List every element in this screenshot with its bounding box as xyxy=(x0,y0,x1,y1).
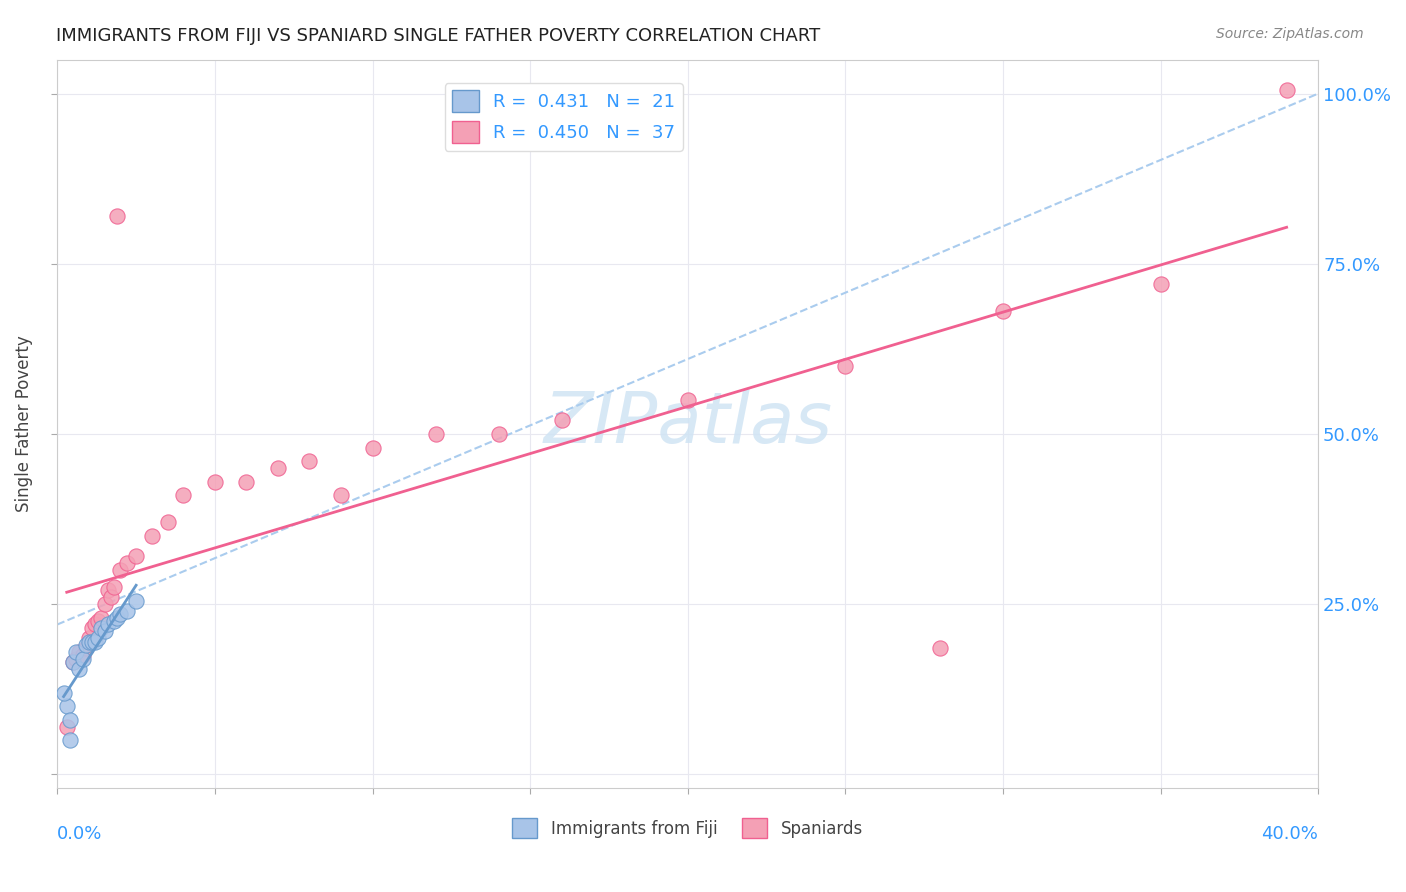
Point xyxy=(235,475,257,489)
Text: 40.0%: 40.0% xyxy=(1261,825,1319,843)
Point xyxy=(110,563,132,577)
Point xyxy=(90,610,112,624)
Point xyxy=(204,475,226,489)
Point xyxy=(141,529,163,543)
Point xyxy=(84,634,107,648)
Point xyxy=(267,461,290,475)
Point xyxy=(55,720,77,734)
Text: ZIPatlas: ZIPatlas xyxy=(543,389,832,458)
Point xyxy=(361,441,384,455)
Point xyxy=(156,516,179,530)
Text: Source: ZipAtlas.com: Source: ZipAtlas.com xyxy=(1216,27,1364,41)
Point xyxy=(75,641,97,656)
Point xyxy=(425,426,447,441)
Point xyxy=(100,591,122,605)
Point xyxy=(110,607,132,622)
Point xyxy=(67,662,90,676)
Point xyxy=(55,699,77,714)
Point xyxy=(67,645,90,659)
Text: 0.0%: 0.0% xyxy=(58,825,103,843)
Point xyxy=(59,733,82,747)
Point xyxy=(1149,277,1171,292)
Point xyxy=(298,454,321,468)
Point xyxy=(115,556,138,570)
Point xyxy=(676,392,699,407)
Point xyxy=(103,580,125,594)
Y-axis label: Single Father Poverty: Single Father Poverty xyxy=(15,335,32,512)
Point xyxy=(172,488,194,502)
Point xyxy=(105,209,128,223)
Point xyxy=(77,631,100,645)
Point xyxy=(550,413,572,427)
Point xyxy=(52,685,75,699)
Point xyxy=(62,655,84,669)
Point xyxy=(62,655,84,669)
Point xyxy=(65,651,87,665)
Point xyxy=(87,631,110,645)
Point xyxy=(77,634,100,648)
Point xyxy=(72,651,94,665)
Point xyxy=(97,583,120,598)
Point xyxy=(59,713,82,727)
Text: IMMIGRANTS FROM FIJI VS SPANIARD SINGLE FATHER POVERTY CORRELATION CHART: IMMIGRANTS FROM FIJI VS SPANIARD SINGLE … xyxy=(56,27,821,45)
Point xyxy=(928,641,950,656)
Point xyxy=(834,359,856,373)
Point xyxy=(97,617,120,632)
Point xyxy=(125,549,148,564)
Point xyxy=(1275,83,1298,97)
Point xyxy=(105,610,128,624)
Point xyxy=(93,597,115,611)
Point xyxy=(991,304,1014,318)
Point xyxy=(90,621,112,635)
Point xyxy=(330,488,353,502)
Point xyxy=(87,614,110,628)
Legend: Immigrants from Fiji, Spaniards: Immigrants from Fiji, Spaniards xyxy=(506,812,870,845)
Point xyxy=(80,634,103,648)
Point xyxy=(80,621,103,635)
Point xyxy=(488,426,510,441)
Point xyxy=(72,648,94,662)
Point xyxy=(75,638,97,652)
Point xyxy=(115,604,138,618)
Point xyxy=(103,614,125,628)
Point xyxy=(84,617,107,632)
Point xyxy=(125,593,148,607)
Point xyxy=(65,645,87,659)
Point xyxy=(93,624,115,639)
